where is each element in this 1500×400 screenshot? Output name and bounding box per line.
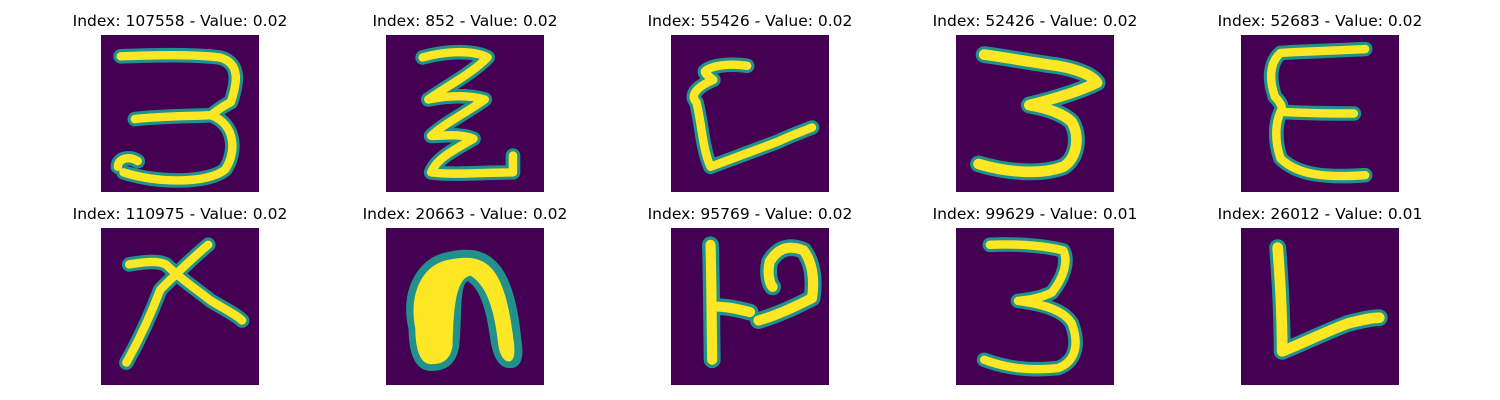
panel-title: Index: 52426 - Value: 0.02 xyxy=(932,12,1138,30)
panel-title: Index: 26012 - Value: 0.01 xyxy=(1217,205,1423,223)
panel-7: Index: 20663 - Value: 0.02 xyxy=(355,205,575,385)
panel-title: Index: 110975 - Value: 0.02 xyxy=(72,205,288,223)
panel-5: Index: 52683 - Value: 0.02 xyxy=(1210,12,1430,192)
panel-4: Index: 52426 - Value: 0.02 xyxy=(925,12,1145,192)
digit-image xyxy=(1241,228,1399,385)
digit-image xyxy=(671,35,829,192)
digit-image xyxy=(386,228,544,385)
panel-title: Index: 99629 - Value: 0.01 xyxy=(932,205,1138,223)
panel-6: Index: 110975 - Value: 0.02 xyxy=(70,205,290,385)
panel-title: Index: 52683 - Value: 0.02 xyxy=(1217,12,1423,30)
panel-2: Index: 852 - Value: 0.02 xyxy=(355,12,575,192)
panel-title: Index: 852 - Value: 0.02 xyxy=(372,12,558,30)
panel-3: Index: 55426 - Value: 0.02 xyxy=(640,12,860,192)
digit-image xyxy=(386,35,544,192)
panel-1: Index: 107558 - Value: 0.02 xyxy=(70,12,290,192)
panel-title: Index: 95769 - Value: 0.02 xyxy=(647,205,853,223)
digit-image xyxy=(956,35,1114,192)
panel-title: Index: 107558 - Value: 0.02 xyxy=(72,12,288,30)
digit-image xyxy=(101,228,259,385)
digit-image xyxy=(1241,35,1399,192)
panel-title: Index: 20663 - Value: 0.02 xyxy=(362,205,568,223)
digit-image xyxy=(101,35,259,192)
panel-title: Index: 55426 - Value: 0.02 xyxy=(647,12,853,30)
digit-image xyxy=(956,228,1114,385)
panel-8: Index: 95769 - Value: 0.02 xyxy=(640,205,860,385)
panel-10: Index: 26012 - Value: 0.01 xyxy=(1210,205,1430,385)
panel-9: Index: 99629 - Value: 0.01 xyxy=(925,205,1145,385)
digit-image xyxy=(671,228,829,385)
